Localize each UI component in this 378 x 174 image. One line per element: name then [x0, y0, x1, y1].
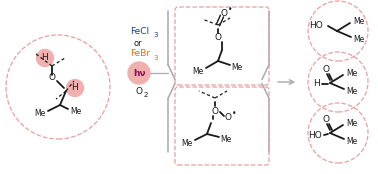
Text: Me: Me: [346, 69, 358, 77]
Text: •: •: [232, 109, 236, 117]
Text: Me: Me: [220, 136, 232, 144]
Text: O: O: [225, 113, 231, 121]
Text: H: H: [71, 84, 78, 93]
Text: O: O: [214, 34, 222, 42]
Text: HO: HO: [309, 22, 323, 30]
Text: Me: Me: [346, 136, 358, 145]
Text: Me: Me: [346, 86, 358, 96]
Text: Me: Me: [181, 139, 193, 148]
Circle shape: [128, 62, 150, 84]
Text: Me: Me: [353, 34, 365, 44]
Text: FeBr: FeBr: [130, 49, 150, 58]
Circle shape: [67, 80, 84, 97]
Text: O: O: [322, 116, 330, 125]
Text: O: O: [136, 86, 143, 96]
Text: O: O: [212, 106, 218, 116]
Text: HO: HO: [308, 130, 322, 140]
Text: •: •: [228, 6, 232, 14]
Text: Me: Me: [231, 64, 243, 73]
Text: O: O: [48, 73, 56, 82]
Text: H: H: [42, 53, 48, 62]
Text: O: O: [220, 10, 228, 18]
Circle shape: [37, 49, 54, 66]
Text: or: or: [134, 38, 143, 48]
Text: Me: Me: [70, 106, 82, 116]
Text: Me: Me: [192, 66, 204, 76]
Text: Me: Me: [346, 118, 358, 128]
Text: hν: hν: [133, 69, 145, 77]
Text: O: O: [322, 65, 330, 74]
Text: 2: 2: [144, 92, 149, 98]
Text: 3: 3: [153, 55, 158, 61]
Text: Me: Me: [34, 109, 46, 118]
Text: H: H: [314, 80, 321, 89]
Text: 3: 3: [153, 32, 158, 38]
Text: Me: Me: [353, 17, 365, 26]
Text: FeCl: FeCl: [130, 26, 149, 35]
